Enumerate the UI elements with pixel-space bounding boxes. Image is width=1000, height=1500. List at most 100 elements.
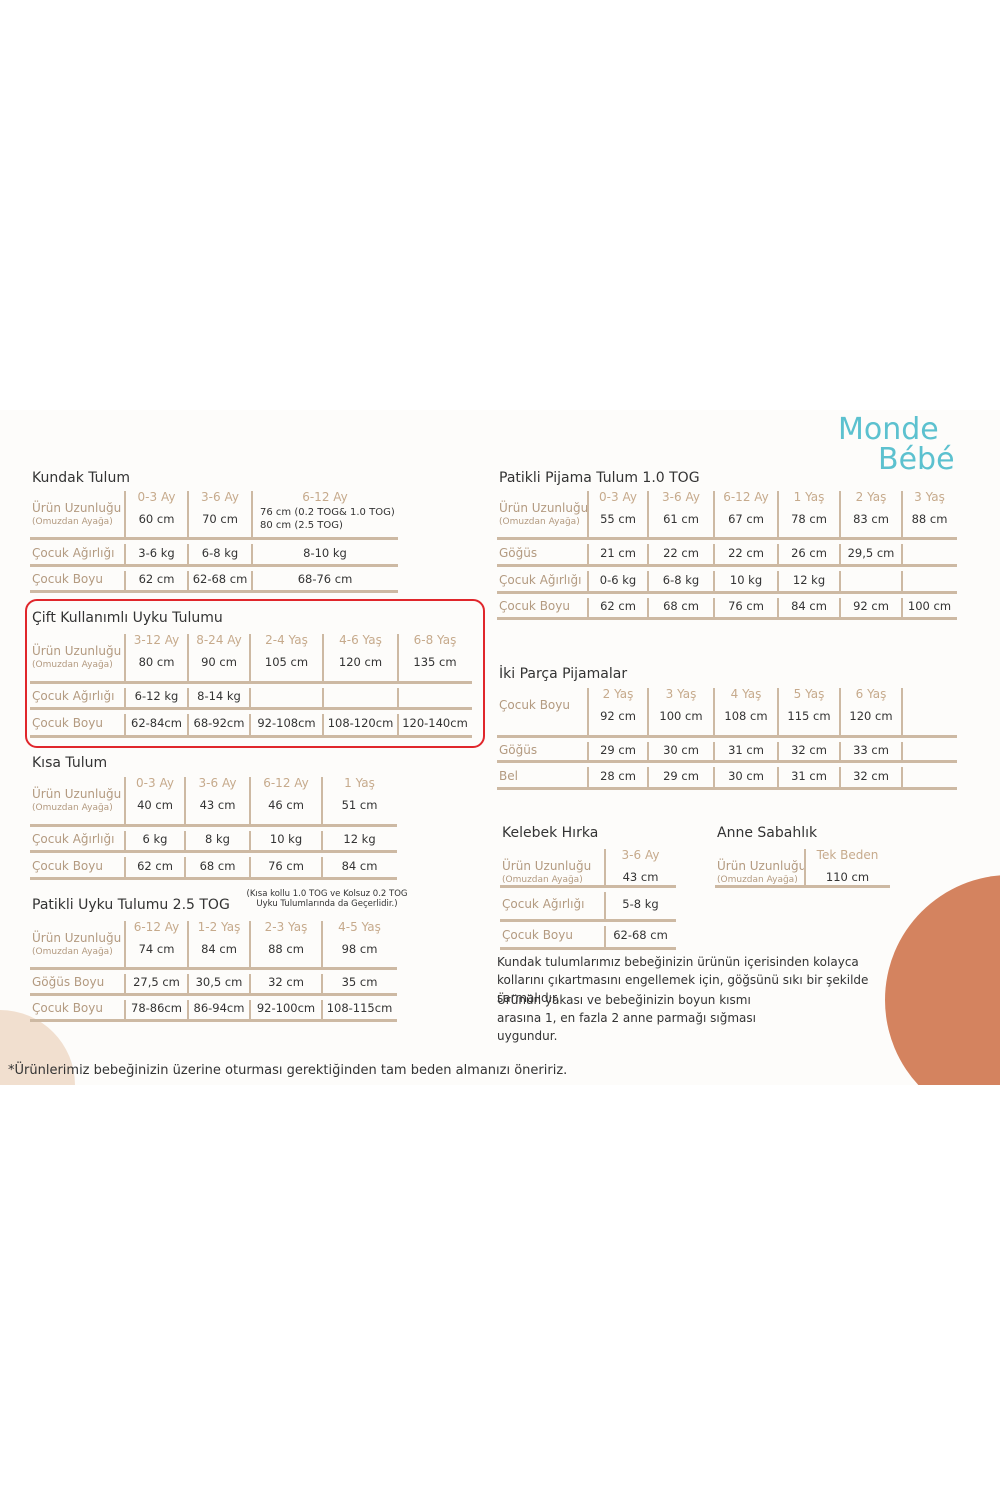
column-line	[604, 926, 606, 948]
cell-value: 26 cm	[791, 545, 827, 560]
column-line	[249, 831, 251, 851]
column-line	[187, 571, 189, 591]
column-line	[713, 571, 715, 592]
column-line	[249, 634, 251, 682]
size-header: 4-6 Yaş	[339, 633, 382, 647]
cell-value: 100 cm	[907, 599, 952, 613]
column-line	[777, 491, 779, 538]
cell-value: 43 cm	[622, 870, 659, 884]
cell-value: 108 cm	[724, 709, 768, 723]
column-line	[713, 742, 715, 761]
cell-value: 62 cm	[137, 858, 173, 873]
row-line	[30, 824, 397, 827]
column-line	[184, 777, 186, 825]
cell-value: 74 cm	[138, 942, 175, 956]
column-line	[187, 544, 189, 565]
table-title: Kısa Tulum	[32, 755, 108, 771]
cell-value: 80 cm	[138, 655, 175, 669]
column-line	[251, 491, 253, 538]
cell-value: 32 cm	[853, 768, 889, 783]
column-line	[187, 688, 189, 708]
column-line	[713, 544, 715, 565]
size-header: 0-3 Ay	[137, 490, 176, 504]
row-label: Çocuk Boyu	[32, 1001, 103, 1015]
row-label: Ürün Uzunluğu	[32, 787, 122, 801]
size-header: 2 Yaş	[602, 687, 634, 701]
size-header: 3-6 Ay	[201, 490, 239, 504]
size-header: 6-12 Ay	[723, 490, 769, 504]
column-line	[777, 767, 779, 788]
table-title: Patikli Pijama Tulum 1.0 TOG	[499, 470, 700, 486]
cell-value: 43 cm	[199, 798, 236, 812]
cell-value: 3-6 kg	[138, 545, 175, 560]
size-header: 4 Yaş	[730, 687, 762, 701]
cell-value: 68-92cm	[193, 716, 245, 730]
cell-value: 84 cm	[791, 599, 827, 613]
column-line	[777, 571, 779, 592]
row-label: Ürün Uzunluğu	[32, 931, 122, 945]
column-line	[839, 688, 841, 736]
row-line	[30, 735, 472, 738]
cell-value: 30,5 cm	[195, 975, 243, 989]
cell-value: 8 kg	[205, 832, 230, 846]
size-header: 8-24 Ay	[196, 633, 242, 647]
cell-value: 10 kg	[729, 572, 763, 587]
row-label: Çocuk Ağırlığı	[502, 897, 585, 911]
column-line	[187, 1000, 189, 1020]
row-line	[500, 885, 676, 888]
column-line	[647, 571, 649, 592]
column-line	[124, 714, 126, 736]
row-label: Bel	[499, 768, 518, 783]
column-line	[184, 831, 186, 851]
row-label: Çocuk Boyu	[32, 858, 103, 873]
column-line	[647, 491, 649, 538]
size-header: 6-12 Ay	[263, 776, 309, 790]
row-label: Ürün Uzunluğu	[717, 859, 807, 873]
column-line	[321, 921, 323, 968]
row-line	[715, 885, 890, 888]
size-header: 2-3 Yaş	[264, 920, 308, 934]
size-header: 3-6 Ay	[621, 848, 660, 862]
row-sublabel: (Omuzdan Ayağa)	[32, 517, 113, 527]
cell-value: 6-12 kg	[134, 689, 179, 703]
row-line	[497, 617, 957, 620]
column-line	[321, 831, 323, 851]
column-line	[839, 767, 841, 788]
column-line	[901, 767, 903, 788]
size-header: 1 Yaş	[344, 776, 375, 790]
row-label: Ürün Uzunluğu	[502, 859, 592, 873]
cell-value: 8-10 kg	[303, 545, 347, 560]
row-line	[500, 947, 676, 950]
column-line	[397, 634, 399, 682]
column-line	[713, 688, 715, 736]
column-line	[901, 688, 903, 736]
cell-value: 10 kg	[269, 832, 303, 846]
row-sublabel: (Omuzdan Ayağa)	[32, 947, 113, 957]
table-title: Kelebek Hırka	[502, 825, 599, 841]
cell-value: 6-8 kg	[662, 572, 700, 587]
table-title: Anne Sabahlık	[717, 825, 818, 841]
cell-value: 86-94cm	[193, 1001, 245, 1015]
row-line	[30, 993, 397, 996]
column-line	[777, 688, 779, 736]
column-line	[124, 857, 126, 878]
column-line	[249, 714, 251, 736]
row-label: Çocuk Ağırlığı	[32, 545, 115, 560]
row-sublabel: (Omuzdan Ayağa)	[502, 875, 583, 885]
cell-value: 76 cm	[268, 858, 304, 873]
size-header: 5 Yaş	[793, 687, 825, 701]
column-line	[901, 598, 903, 618]
column-line	[124, 491, 126, 538]
column-line	[587, 598, 589, 618]
column-line	[587, 544, 589, 565]
row-label: Ürün Uzunluğu	[499, 501, 589, 515]
column-line	[124, 1000, 126, 1020]
cell-value: 92-108cm	[257, 716, 316, 730]
cell-value: 92 cm	[600, 709, 636, 723]
row-line	[30, 564, 398, 567]
column-line	[647, 688, 649, 736]
table-title: Patikli Uyku Tulumu 2.5 TOG	[32, 897, 230, 913]
row-line	[497, 735, 957, 738]
table-title: Çift Kullanımlı Uyku Tulumu	[32, 610, 223, 626]
